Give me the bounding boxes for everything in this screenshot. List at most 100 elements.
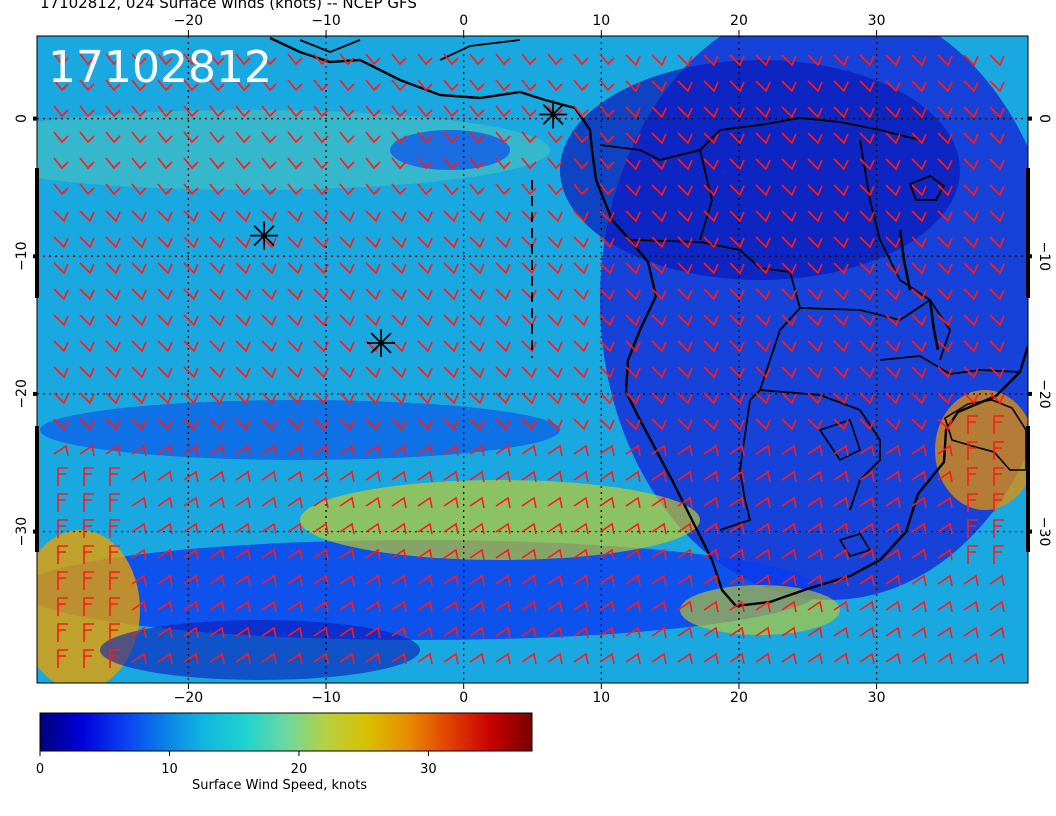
wind-barb [339,53,355,66]
wind-barb [417,340,433,353]
wind-barb [781,522,797,535]
wind-barb [209,53,225,66]
wind-barb [443,131,459,144]
wind-barb [313,470,329,483]
wind-barb [495,522,511,535]
wind-barb [807,600,823,613]
wind-barb [937,80,953,93]
wind-barb [807,184,823,197]
wind-barb [677,652,693,665]
wind-barb [989,574,1005,587]
wind-barb [807,522,823,535]
wind-barb [677,418,693,431]
wind-barb [599,236,615,249]
wind-barb [703,522,719,535]
wind-barb [911,340,927,353]
wind-barb [573,626,589,639]
wind-barb [599,600,615,613]
wind-barb [859,444,875,457]
lat-tick-left [33,116,37,121]
wind-barb [547,470,563,483]
wind-barb [547,574,563,587]
wind-barb [53,366,69,379]
wind-barb [781,574,797,587]
wind-barb [313,53,329,66]
wind-barb [183,496,199,509]
wind-barb [755,496,771,509]
wind-barb [833,444,849,457]
wind-barb [209,105,225,118]
wind-barb [651,548,667,561]
wind-barb [547,79,563,92]
wind-barb [989,314,1005,327]
storm-marker [539,100,568,129]
wind-barb [417,470,433,483]
wind-barb [677,158,693,171]
wind-barb [235,470,251,483]
wind-barb [573,444,589,457]
wind-barb [651,340,667,353]
lon-label-bottom: 0 [459,690,468,706]
wind-barb [339,210,355,223]
wind-barb [209,288,225,301]
wind-barb [417,548,433,561]
field-patch [37,530,140,683]
wind-speed-field [37,36,1028,683]
wind-barb [131,210,147,223]
wind-barb [755,288,771,301]
colorbar-ticks: 0 10 20 30 [36,751,437,777]
wind-barb [495,79,511,92]
wind-barb [911,574,927,587]
wind-barb [469,105,485,118]
wind-barb [963,106,979,119]
wind-barb [469,470,485,483]
wind-barb [651,54,667,67]
wind-barb [157,652,173,665]
wind-barb [547,183,563,196]
wind-barb [131,131,147,144]
wind-barb [963,210,979,223]
wind-barb [235,210,251,223]
wind-barb [53,131,69,144]
wind-barb [521,496,537,509]
wind-barb [677,106,693,119]
wind-barb [911,158,927,171]
wind-barb [729,652,745,665]
wind-barb [83,467,94,486]
wind-barb [209,183,225,196]
wind-barb [781,262,797,275]
wind-barb [469,600,485,613]
wind-barb [443,236,459,249]
wind-barb [729,392,745,405]
wind-barb [651,184,667,197]
wind-barb [703,574,719,587]
wind-barb [989,158,1005,171]
wind-barb [365,522,381,535]
wind-barb [53,53,69,66]
wind-barb [807,132,823,145]
wind-barb [911,652,927,665]
wind-barb [183,574,199,587]
wind-barb [109,597,120,616]
wind-barb [911,54,927,67]
wind-barb [859,262,875,275]
wind-barb [105,288,121,301]
wind-barb [521,522,537,535]
colorbar-tick-label: 10 [161,762,178,777]
wind-barb [443,53,459,66]
wind-barb [833,522,849,535]
wind-barb [183,366,199,379]
wind-barb [937,132,953,145]
wind-barb [209,314,225,327]
wind-barb [105,53,121,66]
wind-barb [807,288,823,301]
wind-barb [79,210,95,223]
wind-barb [157,548,173,561]
wind-barb [599,470,615,483]
wind-barb [521,548,537,561]
wind-barb [105,444,121,457]
wind-barb [599,392,615,405]
wind-barb [469,236,485,249]
wind-barb [911,522,927,535]
wind-barb [261,183,277,196]
